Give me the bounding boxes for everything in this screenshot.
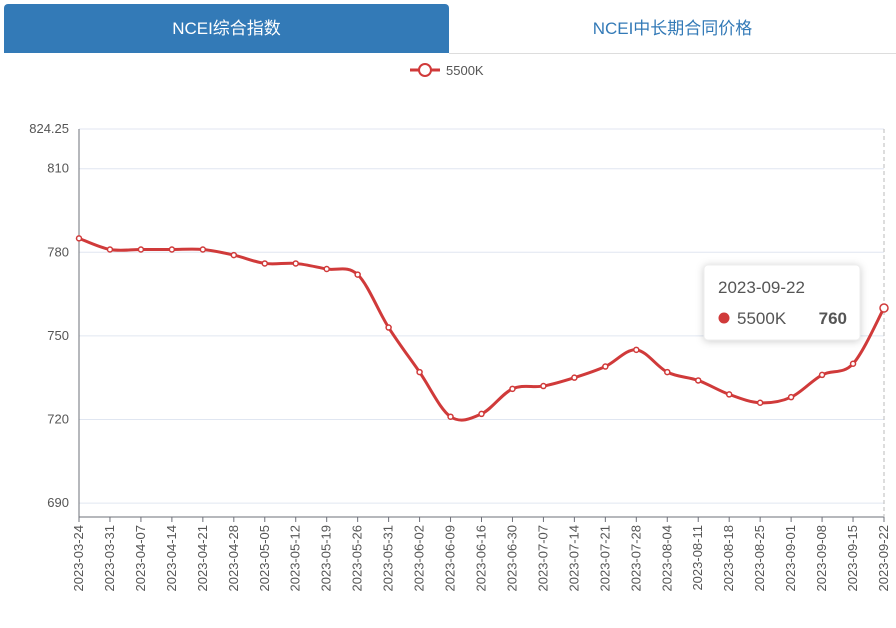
point bbox=[106, 246, 114, 253]
x-tick-label: 2023-05-26 bbox=[350, 525, 365, 592]
tooltip-series: 5500K bbox=[737, 309, 787, 328]
tooltip-marker bbox=[718, 312, 730, 324]
y-tick-label: 750 bbox=[47, 328, 69, 343]
y-tick-label: 824.25 bbox=[29, 121, 69, 136]
point bbox=[756, 399, 764, 407]
point bbox=[292, 260, 299, 267]
point bbox=[879, 303, 889, 313]
point bbox=[168, 246, 176, 253]
point bbox=[787, 393, 795, 401]
x-tick-label: 2023-07-07 bbox=[535, 525, 550, 592]
x-tick-label: 2023-08-11 bbox=[690, 525, 705, 591]
x-tick-label: 2023-06-30 bbox=[504, 525, 519, 592]
x-tick-label: 2023-09-22 bbox=[876, 525, 891, 592]
point bbox=[571, 374, 578, 381]
point bbox=[540, 382, 547, 390]
y-tick-label: 690 bbox=[47, 495, 69, 510]
tab-active[interactable]: NCEI综合指数 bbox=[4, 4, 449, 53]
x-tick-label: 2023-07-21 bbox=[597, 525, 612, 592]
point bbox=[385, 324, 392, 331]
x-tick-label: 2023-08-04 bbox=[659, 525, 674, 592]
point bbox=[664, 368, 671, 376]
x-tick-label: 2023-07-28 bbox=[628, 525, 643, 592]
legend: 5500K bbox=[410, 63, 484, 78]
point bbox=[447, 413, 454, 420]
x-tick-label: 2023-04-07 bbox=[133, 525, 148, 592]
tooltip-date: 2023-09-22 bbox=[718, 278, 805, 297]
x-tick-label: 2023-06-02 bbox=[412, 525, 427, 592]
point bbox=[602, 363, 609, 370]
point bbox=[509, 385, 516, 393]
tooltip-box bbox=[703, 264, 861, 341]
x-tick-label: 2023-09-08 bbox=[814, 525, 829, 592]
y-tick-label: 720 bbox=[47, 411, 69, 426]
y-tick-label: 810 bbox=[47, 161, 69, 176]
x-tick-label: 2023-05-05 bbox=[257, 525, 272, 592]
x-tick-label: 2023-07-14 bbox=[566, 525, 581, 592]
x-tick-label: 2023-05-19 bbox=[319, 525, 334, 592]
x-tick-label: 2023-04-14 bbox=[164, 525, 179, 592]
x-tick-label: 2023-08-18 bbox=[721, 525, 736, 592]
x-tick-label: 2023-04-28 bbox=[226, 525, 241, 592]
legend-label: 5500K bbox=[446, 63, 484, 78]
point bbox=[137, 246, 145, 253]
x-tick-label: 2023-03-24 bbox=[71, 525, 86, 592]
point bbox=[633, 346, 640, 354]
point bbox=[818, 371, 826, 379]
legend-marker bbox=[418, 63, 432, 77]
x-tick-label: 2023-05-31 bbox=[381, 525, 396, 592]
point bbox=[849, 360, 857, 368]
x-tick-label: 2023-09-01 bbox=[783, 525, 798, 592]
x-tick-label: 2023-09-15 bbox=[845, 525, 860, 592]
chart: 690 720 750 780 810 824.25 2023-03-24 2023-03-3… bbox=[29, 63, 891, 592]
tooltip: 2023-09-22 5500K 760 bbox=[703, 264, 861, 341]
point bbox=[75, 235, 83, 242]
point bbox=[354, 271, 361, 278]
point bbox=[725, 391, 733, 398]
y-tick-label: 780 bbox=[47, 244, 69, 259]
point bbox=[199, 246, 207, 253]
point bbox=[261, 260, 269, 267]
tab[interactable]: NCEI中长期合同价格 bbox=[449, 4, 896, 54]
x-tick-label: 2023-05-12 bbox=[288, 525, 303, 592]
point bbox=[694, 377, 702, 384]
tooltip-value: 760 bbox=[819, 309, 847, 328]
point bbox=[230, 251, 238, 259]
x-tick-label: 2023-06-09 bbox=[443, 525, 458, 592]
point bbox=[323, 265, 330, 273]
x-tick-label: 2023-08-25 bbox=[752, 525, 767, 592]
x-tick-label: 2023-04-21 bbox=[195, 525, 210, 592]
point bbox=[416, 368, 423, 376]
x-tick-label: 2023-03-31 bbox=[102, 525, 117, 592]
x-tick-label: 2023-06-16 bbox=[474, 525, 489, 592]
point bbox=[478, 410, 485, 418]
